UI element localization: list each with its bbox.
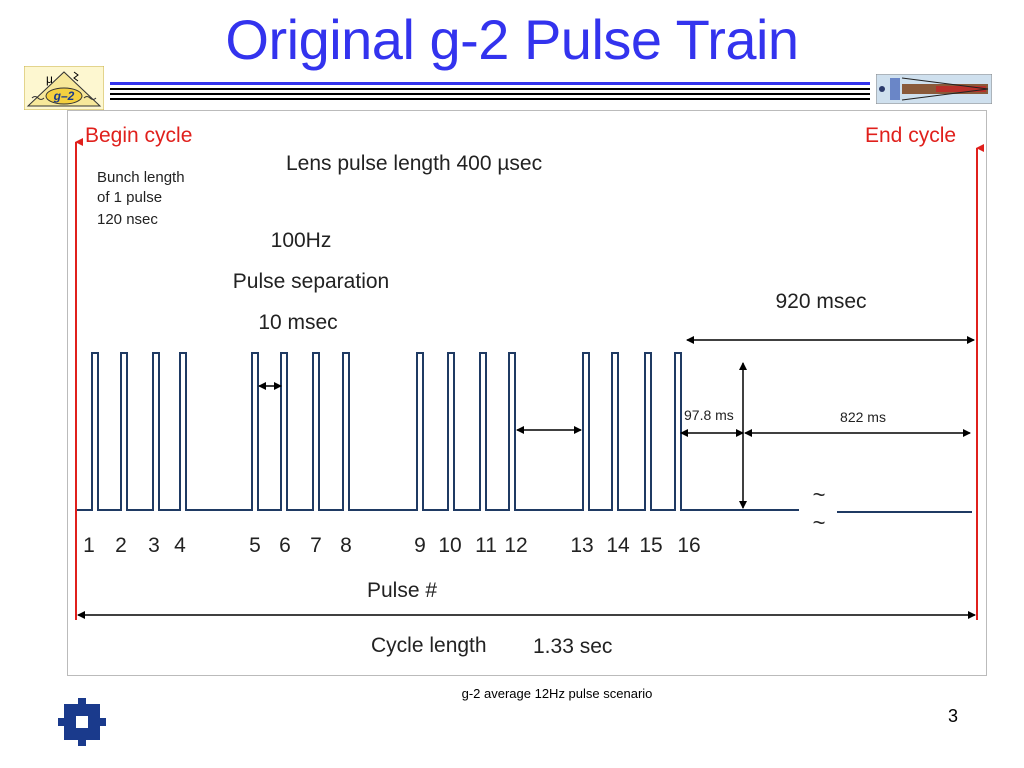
pulse-number-labels: 1 2 3 4 5 6 7 8 9 10 11 12 13 14 15 16 — [83, 534, 701, 557]
pulse-separation-label: Pulse separation — [233, 270, 389, 293]
slide-caption: g-2 average 12Hz pulse scenario — [461, 686, 653, 701]
pulse-number: 16 — [677, 534, 700, 557]
lens-pulse-label: Lens pulse length 400 µsec — [286, 152, 542, 175]
slide-title: Original g-2 Pulse Train — [225, 8, 799, 71]
pulse-number: 14 — [606, 534, 630, 557]
begin-cycle-label: Begin cycle — [85, 124, 192, 147]
pulse-separation-value: 10 msec — [258, 311, 337, 334]
t822-label: 822 ms — [840, 409, 886, 425]
pulse-number: 1 — [83, 534, 95, 557]
cycle-length-value: 1.33 sec — [533, 635, 612, 658]
bunch-length-line3: 120 nsec — [97, 211, 158, 228]
cycle-length-label: Cycle length — [371, 634, 487, 657]
pulse-number: 12 — [504, 534, 527, 557]
tilde-lower: ~ — [813, 510, 826, 535]
pulse-number: 2 — [115, 534, 127, 557]
g2-logo: g–2 μ — [24, 66, 104, 110]
svg-text:μ: μ — [46, 72, 53, 86]
t978-label: 97.8 ms — [684, 407, 734, 423]
bunch-length-line1: Bunch length — [97, 169, 185, 186]
pulse-waveform — [77, 352, 799, 511]
accelerator-image — [876, 74, 992, 104]
pulse-number: 5 — [249, 534, 261, 557]
tilde-upper: ~ — [813, 482, 826, 507]
pulse-number: 13 — [570, 534, 593, 557]
pulse-train-diagram: Begin cycle End cycle Bunch length of 1 … — [67, 110, 987, 676]
bunch-length-line2: of 1 pulse — [97, 189, 162, 206]
pulse-number: 10 — [438, 534, 461, 557]
fermilab-logo — [58, 698, 106, 746]
header-rules — [110, 82, 870, 100]
svg-text:g–2: g–2 — [53, 89, 75, 103]
end-cycle-label: End cycle — [865, 124, 956, 147]
page-number: 3 — [948, 706, 959, 726]
t920-label: 920 msec — [775, 290, 866, 313]
frequency-label: 100Hz — [271, 229, 332, 252]
pulse-axis-label: Pulse # — [367, 579, 437, 602]
pulse-number: 11 — [475, 534, 497, 557]
pulse-number: 7 — [310, 534, 322, 557]
pulse-number: 4 — [174, 534, 186, 557]
pulse-number: 3 — [148, 534, 160, 557]
pulse-number: 6 — [279, 534, 291, 557]
pulse-number: 15 — [639, 534, 662, 557]
pulse-number: 9 — [414, 534, 426, 557]
pulse-number: 8 — [340, 534, 352, 557]
